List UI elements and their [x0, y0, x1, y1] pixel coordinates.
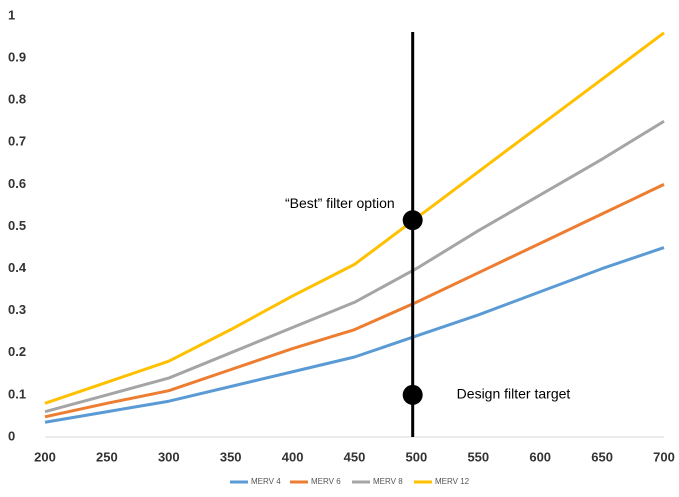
- annotation: Design filter target: [457, 386, 571, 402]
- y-tick-label: 0.5: [8, 218, 26, 233]
- legend-label: MERV 8: [373, 477, 403, 486]
- x-tick-label: 350: [220, 449, 242, 464]
- y-tick-label: 1: [8, 7, 15, 22]
- series-line: [44, 31, 665, 405]
- x-tick-label: 250: [96, 449, 118, 464]
- y-tick-label: 0: [8, 428, 15, 443]
- series-line: [44, 246, 665, 424]
- x-tick-label: 200: [34, 449, 56, 464]
- x-tick-label: 300: [158, 449, 180, 464]
- series-line: [44, 119, 665, 414]
- marker: [402, 210, 423, 231]
- y-tick-label: 0.2: [8, 344, 26, 359]
- y-tick-label: 0.9: [8, 50, 26, 65]
- y-tick-label: 0.8: [8, 92, 26, 107]
- x-tick-label: 700: [653, 449, 675, 464]
- series-line: [44, 183, 665, 419]
- y-tick-label: 0.1: [8, 386, 26, 401]
- x-tick-label: 400: [282, 449, 304, 464]
- x-tick-label: 500: [406, 449, 428, 464]
- y-tick-label: 0.7: [8, 134, 26, 149]
- x-tick-label: 550: [467, 449, 489, 464]
- x-tick-label: 600: [529, 449, 551, 464]
- x-tick-label: 650: [591, 449, 613, 464]
- legend-label: MERV 4: [251, 477, 281, 486]
- legend-label: MERV 12: [435, 477, 470, 486]
- legend-label: MERV 6: [311, 477, 341, 486]
- annotation: “Best” filter option: [285, 195, 395, 211]
- y-tick-label: 0.6: [8, 176, 26, 191]
- y-tick-label: 0.3: [8, 302, 26, 317]
- marker: [402, 384, 423, 405]
- y-tick-label: 0.4: [8, 260, 27, 275]
- x-tick-label: 450: [344, 449, 366, 464]
